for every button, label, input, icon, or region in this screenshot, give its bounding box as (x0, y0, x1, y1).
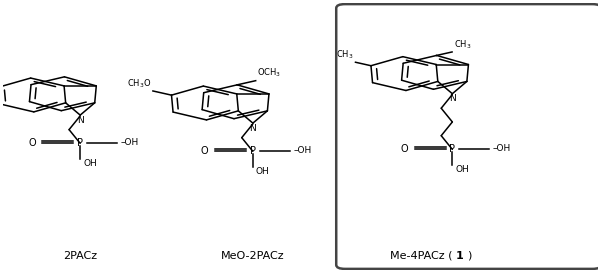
Text: O: O (201, 146, 209, 156)
Text: P: P (450, 144, 456, 155)
Text: CH$_3$: CH$_3$ (454, 38, 471, 51)
Text: –OH: –OH (120, 138, 139, 147)
Text: N: N (77, 116, 84, 125)
Text: N: N (449, 94, 456, 103)
Text: –OH: –OH (293, 146, 311, 155)
Text: N: N (249, 124, 256, 133)
Text: OH: OH (456, 165, 469, 174)
Text: CH$_3$O: CH$_3$O (127, 77, 151, 90)
Text: CH$_3$: CH$_3$ (336, 49, 354, 61)
Text: 1: 1 (456, 251, 463, 260)
Text: O: O (400, 144, 408, 154)
Text: Me-4PACz (: Me-4PACz ( (390, 251, 453, 260)
Text: P: P (250, 146, 256, 156)
Text: –OH: –OH (493, 144, 511, 153)
Text: P: P (77, 138, 83, 148)
Text: OH: OH (84, 159, 97, 168)
Text: MeO-2PACz: MeO-2PACz (221, 251, 285, 260)
Text: O: O (28, 138, 35, 148)
Text: ): ) (467, 251, 472, 260)
Text: OH: OH (256, 167, 270, 176)
Text: 2PACz: 2PACz (63, 251, 97, 260)
Text: OCH$_3$: OCH$_3$ (257, 67, 282, 79)
